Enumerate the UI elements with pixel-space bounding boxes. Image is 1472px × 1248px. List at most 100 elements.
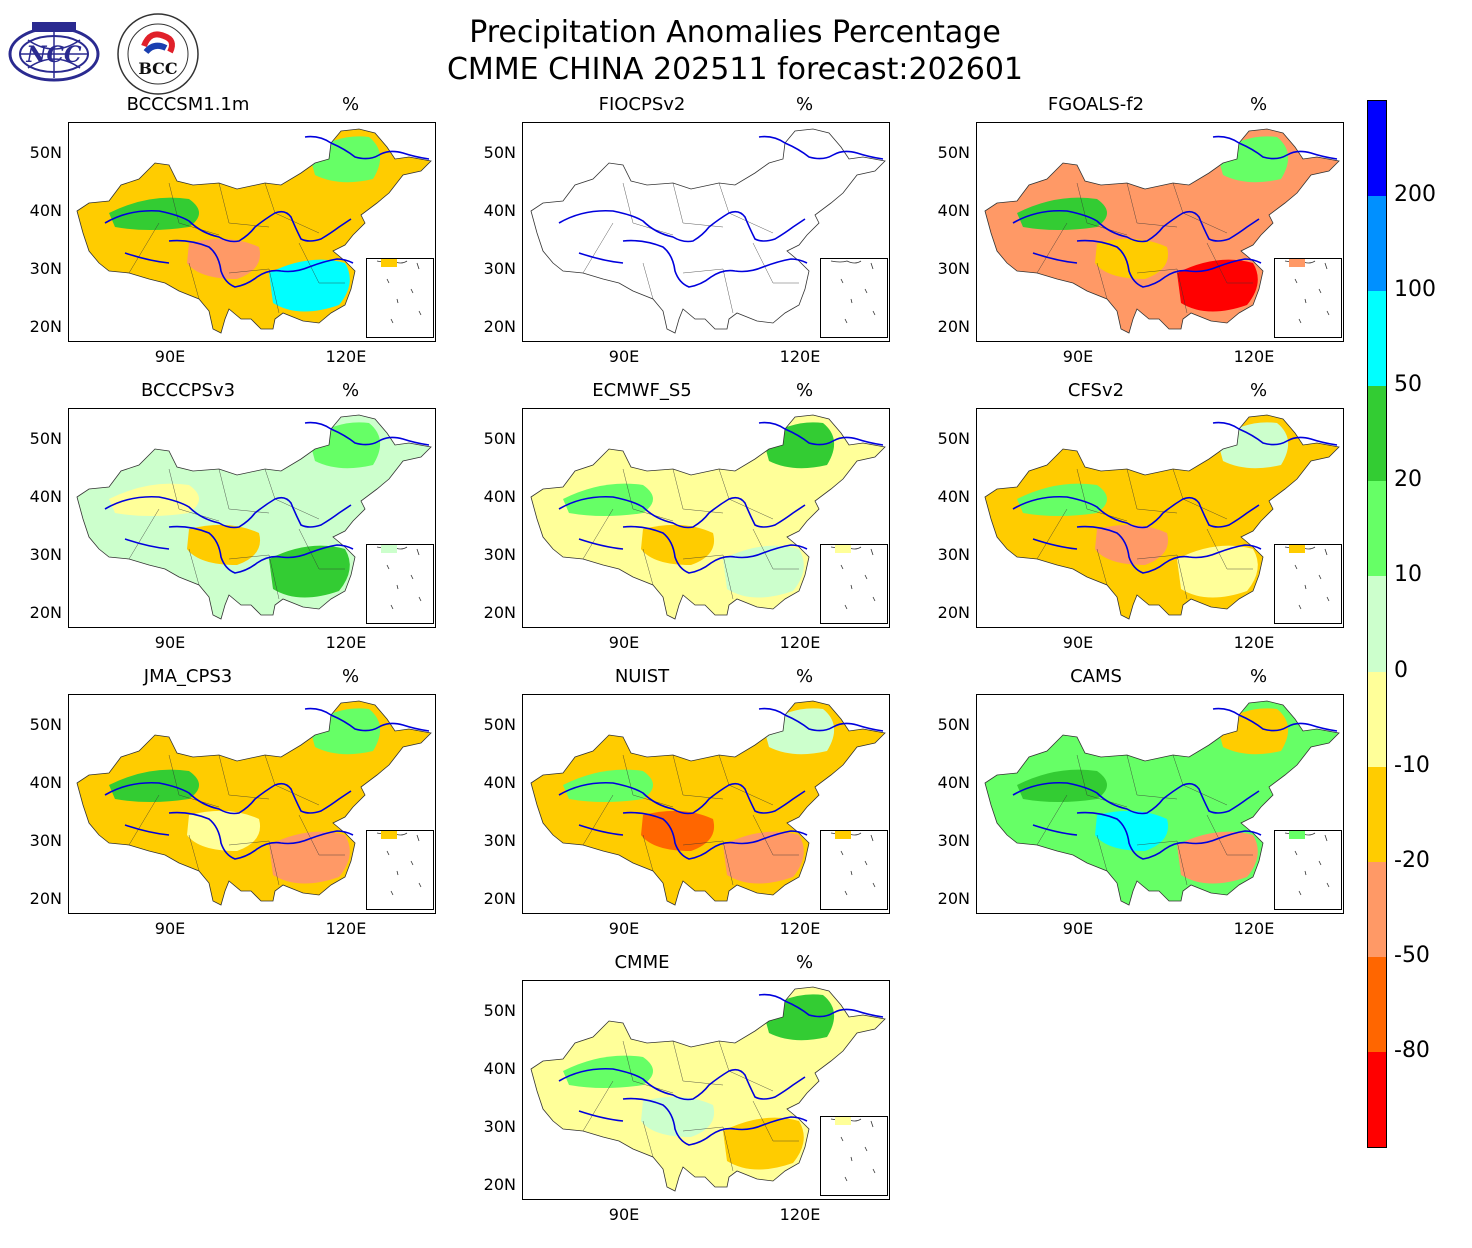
river <box>578 252 624 264</box>
river <box>758 993 884 1018</box>
river <box>758 707 884 732</box>
latitude-label: 20N <box>937 889 970 908</box>
river <box>104 209 352 243</box>
latitude-label: 20N <box>29 603 62 622</box>
latitude-label: 50N <box>483 429 516 448</box>
latitude-label: 50N <box>29 429 62 448</box>
country-boundary <box>530 414 886 620</box>
south-china-sea-inset <box>366 258 434 338</box>
china-map <box>68 408 436 628</box>
longitude-label: 90E <box>1062 919 1094 938</box>
south-china-sea-inset <box>820 1116 888 1196</box>
longitude-label: 120E <box>325 633 367 652</box>
anomaly-region <box>1095 524 1169 565</box>
river <box>1032 824 1078 836</box>
south-china-sea-inset <box>820 830 888 910</box>
river <box>1212 707 1338 732</box>
river <box>558 495 806 529</box>
colorbar-label: -80 <box>1394 1037 1430 1063</box>
anomaly-region <box>269 831 350 884</box>
country-boundary <box>984 128 1340 334</box>
colorbar-segment <box>1368 101 1386 197</box>
river <box>124 824 170 836</box>
river <box>578 538 624 550</box>
river <box>758 421 884 446</box>
latitude-label: 30N <box>937 259 970 278</box>
river <box>558 1067 806 1101</box>
province-boundaries <box>582 1040 799 1172</box>
province-boundaries <box>582 754 799 886</box>
figure-title: Precipitation Anomalies Percentage <box>469 15 1001 50</box>
longitude-label: 120E <box>779 347 821 366</box>
country-boundary <box>530 986 886 1192</box>
map-panel: NUIST% 50N 40N 30N 20N 90E 120E <box>454 666 894 942</box>
anomaly-region <box>1177 831 1258 884</box>
anomaly-region <box>1177 259 1258 312</box>
latitude-label: 30N <box>937 545 970 564</box>
anomaly-region <box>309 422 381 469</box>
map-panel: CFSv2% 50N 40N 30N 20N 90E 120E <box>908 380 1348 656</box>
latitude-label: 20N <box>29 889 62 908</box>
river <box>622 811 808 860</box>
colorbar-label: -50 <box>1394 942 1430 968</box>
anomaly-region <box>109 483 199 516</box>
river <box>622 239 808 288</box>
anomaly-region <box>187 810 261 851</box>
river <box>168 811 354 860</box>
latitude-label: 40N <box>483 201 516 220</box>
river <box>304 135 430 160</box>
province-boundaries <box>128 468 345 600</box>
latitude-label: 20N <box>483 1175 516 1194</box>
china-map <box>522 694 890 914</box>
country-boundary <box>530 700 886 906</box>
latitude-label: 40N <box>937 773 970 792</box>
anomaly-region <box>269 259 350 312</box>
colorbar-segment <box>1368 956 1386 1053</box>
river <box>1012 209 1260 243</box>
panel-model-name: FIOCPSv2 <box>598 94 686 115</box>
panel-unit: % <box>796 94 814 115</box>
anomaly-region <box>1177 545 1258 598</box>
longitude-label: 120E <box>325 347 367 366</box>
panel-model-name: BCCCSM1.1m <box>126 94 250 115</box>
china-map <box>976 694 1344 914</box>
anomaly-region <box>1217 708 1289 755</box>
latitude-label: 20N <box>483 603 516 622</box>
province-boundaries <box>582 182 799 314</box>
river <box>104 495 352 529</box>
latitude-label: 40N <box>29 201 62 220</box>
colorbar-segment <box>1368 671 1386 768</box>
latitude-label: 30N <box>937 831 970 850</box>
panel-unit: % <box>796 952 814 973</box>
panel-model-name: CMME <box>614 952 670 973</box>
river <box>1212 421 1338 446</box>
latitude-label: 20N <box>483 317 516 336</box>
svg-text:NCC: NCC <box>25 42 82 68</box>
river <box>1076 525 1262 574</box>
anomaly-region <box>109 197 199 230</box>
river <box>1012 781 1260 815</box>
latitude-label: 50N <box>937 715 970 734</box>
anomaly-region <box>641 810 715 851</box>
latitude-label: 40N <box>937 201 970 220</box>
longitude-label: 90E <box>608 1205 640 1224</box>
colorbar-label: 0 <box>1394 657 1408 683</box>
river <box>168 239 354 288</box>
river <box>1076 811 1262 860</box>
anomaly-region <box>269 545 350 598</box>
south-china-sea-inset <box>366 544 434 624</box>
latitude-label: 30N <box>483 1117 516 1136</box>
anomaly-region <box>563 769 653 802</box>
river <box>1076 239 1262 288</box>
panel-model-name: JMA_CPS3 <box>143 666 233 687</box>
latitude-label: 40N <box>29 487 62 506</box>
colorbar-segment <box>1368 196 1386 292</box>
province-boundaries <box>582 468 799 600</box>
panel-model-name: NUIST <box>614 666 670 687</box>
river <box>1012 495 1260 529</box>
colorbar-segment <box>1368 766 1386 863</box>
anomaly-region <box>109 769 199 802</box>
panel-unit: % <box>342 380 360 401</box>
latitude-label: 30N <box>29 545 62 564</box>
south-china-sea-inset <box>820 544 888 624</box>
